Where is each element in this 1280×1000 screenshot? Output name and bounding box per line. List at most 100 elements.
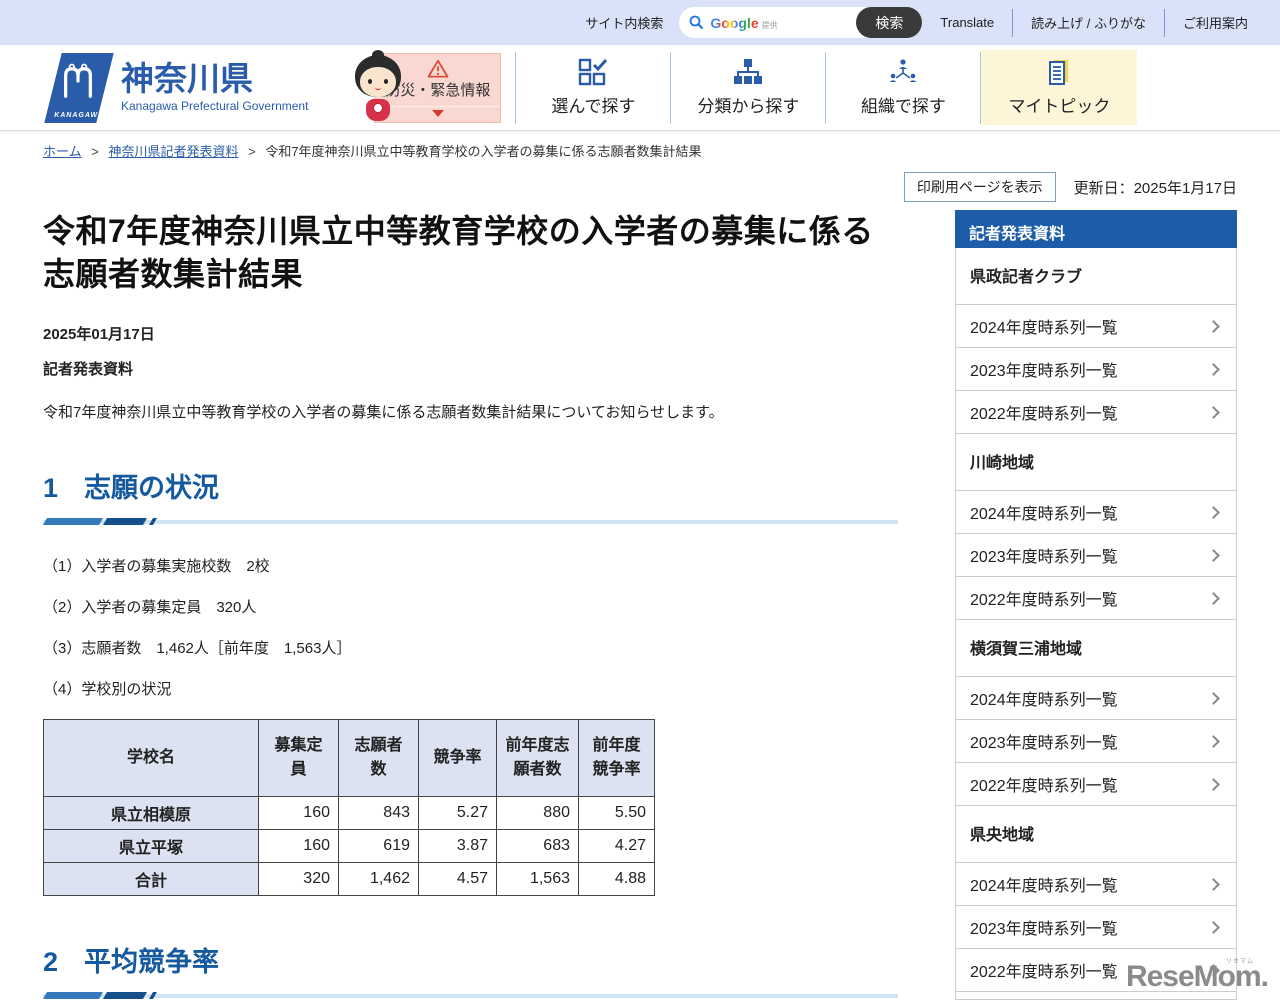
application-status-list: （1）入学者の募集実施校数 2校 （2）入学者の募集定員 320人 （3）志願者… (43, 555, 898, 699)
list-item: （2）入学者の募集定員 320人 (43, 599, 257, 617)
chevron-right-icon (1207, 877, 1220, 891)
sidebar-item-2024[interactable]: 2024年度時系列一覧 (956, 491, 1236, 534)
article: 令和7年度神奈川県立中等教育学校の入学者の募集に係る志願者数集計結果 2025年… (43, 210, 898, 1000)
search-submit-button[interactable]: 検索 (856, 7, 923, 38)
site-guide-link[interactable]: ご利用案内 (1182, 16, 1248, 31)
school-applicants-table: 学校名 募集定員 志願者数 競争率 前年度志願者数 前年度競争率 県立相模原 1… (43, 719, 655, 897)
sidebar-item-2024[interactable]: 2024年度時系列一覧 (956, 863, 1236, 906)
sidebar-list: 県政記者クラブ 2024年度時系列一覧 2023年度時系列一覧 2022年度時系… (955, 248, 1237, 1000)
table-cell: 1,563 (496, 862, 579, 897)
sidebar-group-yokosuka-miura: 横須賀三浦地域 (956, 620, 1236, 677)
page-title: 令和7年度神奈川県立中等教育学校の入学者の募集に係る志願者数集計結果 (43, 213, 874, 293)
sidebar-item-label: 2024年度時系列一覧 (970, 320, 1118, 337)
section-divider (43, 992, 898, 1000)
site-header: KANAGAWA 神奈川県 Kanagawa Prefectural Gover… (0, 45, 1280, 131)
sidebar-item-2022[interactable]: 2022年度時系列一覧 (956, 949, 1236, 992)
kanagawa-mark-label: KANAGAWA (54, 111, 104, 119)
press-release-label: 記者発表資料 (43, 361, 134, 379)
chevron-right-icon (1207, 405, 1220, 419)
sidebar-item-2022[interactable]: 2022年度時系列一覧 (956, 391, 1236, 434)
table-header: 志願者数 (338, 719, 419, 798)
table-cell: 4.57 (418, 862, 497, 897)
sidebar-item-partial (956, 992, 1236, 999)
breadcrumb-separator: > (248, 144, 256, 159)
school-name-cell: 県立平塚 (43, 829, 259, 864)
page-meta-row: 印刷用ページを表示 更新日：2025年1月17日 (0, 172, 1280, 202)
sidebar-item-label: 2022年度時系列一覧 (970, 778, 1118, 795)
sidebar-header: 記者発表資料 (955, 210, 1237, 248)
nav-category-search[interactable]: 分類から探す (671, 50, 825, 125)
table-header: 募集定員 (258, 719, 339, 798)
kanagawa-logo-link[interactable]: KANAGAWA 神奈川県 Kanagawa Prefectural Gover… (44, 52, 309, 123)
document-icon (1049, 60, 1069, 85)
sidebar-item-label: 2024年度時系列一覧 (970, 878, 1118, 895)
table-cell: 160 (258, 829, 339, 864)
nav-organization-search[interactable]: 組織で探す (826, 50, 980, 125)
sidebar-item-2023[interactable]: 2023年度時系列一覧 (956, 906, 1236, 949)
top-utility-bar: サイト内検索 Google 提供 検索 Translate 読み上げ / ふりが… (0, 0, 1280, 45)
chevron-right-icon (1207, 319, 1220, 333)
table-cell: 5.27 (418, 796, 497, 831)
chevron-right-icon (1207, 505, 1220, 519)
chevron-right-icon (1207, 362, 1220, 376)
header-nav: 選んで探す 分類から探す (515, 50, 1138, 125)
nav-organization-search-label: 組織で探す (860, 97, 946, 116)
category-tree-icon (734, 59, 763, 84)
sidebar-item-2022[interactable]: 2022年度時系列一覧 (956, 763, 1236, 806)
section2-heading: 2 平均競争率 (43, 940, 898, 979)
resemom-watermark: リセマム ReseMom. (1126, 959, 1269, 994)
topbar-divider (1012, 8, 1014, 37)
site-search-label: サイト内検索 (585, 16, 664, 31)
translate-link[interactable]: Translate (940, 15, 995, 30)
sidebar-item-label: 2024年度時系列一覧 (970, 506, 1118, 523)
readaloud-furigana-link[interactable]: 読み上げ / ふりがな (1031, 16, 1146, 31)
nav-choose-search[interactable]: 選んで探す (516, 50, 670, 125)
search-icon (690, 15, 704, 30)
table-header: 学校名 (43, 719, 259, 798)
sidebar-group-kenpolitics: 県政記者クラブ (956, 248, 1236, 305)
watermark-ruby: リセマム (1225, 959, 1254, 965)
sidebar-item-2023[interactable]: 2023年度時系列一覧 (956, 348, 1236, 391)
checkbox-grid-icon (579, 58, 608, 86)
table-row: 県立平塚 160 619 3.87 683 4.27 (43, 829, 655, 864)
section1-title: 志願の状況 (84, 473, 220, 504)
site-title-english: Kanagawa Prefectural Government (121, 98, 309, 113)
sidebar-item-2023[interactable]: 2023年度時系列一覧 (956, 534, 1236, 577)
section2-title: 平均競争率 (84, 947, 220, 978)
list-item: （1）入学者の募集実施校数 2校 (43, 558, 270, 576)
nav-my-topic-label: マイトピック (1008, 97, 1111, 116)
section1-number: 1 (43, 473, 59, 504)
section1-heading: 1 志願の状況 (43, 466, 898, 505)
table-cell: 880 (496, 796, 579, 831)
sidebar-item-label: 2022年度時系列一覧 (970, 592, 1118, 609)
nav-my-topic[interactable]: マイトピック (981, 50, 1138, 125)
search-input[interactable]: Google 提供 (710, 15, 777, 31)
chevron-right-icon (1207, 734, 1220, 748)
chevron-right-icon (1207, 548, 1220, 562)
table-cell: 3.87 (418, 829, 497, 864)
table-cell: 320 (258, 862, 339, 897)
sidebar-item-2024[interactable]: 2024年度時系列一覧 (956, 305, 1236, 348)
google-provider-note: 提供 (761, 20, 778, 30)
table-cell: 160 (258, 796, 339, 831)
sidebar-item-2022[interactable]: 2022年度時系列一覧 (956, 577, 1236, 620)
nav-divider (980, 51, 982, 124)
breadcrumb-home-link[interactable]: ホーム (43, 144, 82, 159)
chevron-right-icon (1207, 691, 1220, 705)
nav-divider (825, 51, 827, 124)
emergency-info-label: 防災・緊急情報 (385, 81, 491, 99)
breadcrumb-pressrelease-link[interactable]: 神奈川県記者発表資料 (108, 144, 239, 159)
site-title: 神奈川県 (121, 60, 253, 98)
table-header: 競争率 (418, 719, 497, 798)
warning-icon (427, 59, 449, 78)
table-cell: 4.88 (578, 862, 655, 897)
sidebar-item-2023[interactable]: 2023年度時系列一覧 (956, 720, 1236, 763)
print-page-button[interactable]: 印刷用ページを表示 (903, 172, 1056, 202)
total-row-label: 合計 (43, 862, 259, 897)
publish-date: 2025年01月17日 (43, 326, 155, 344)
section2-number: 2 (43, 947, 59, 978)
sidebar-item-2024[interactable]: 2024年度時系列一覧 (956, 677, 1236, 720)
lead-paragraph: 令和7年度神奈川県立中等教育学校の入学者の募集に係る志願者数集計結果についてお知… (43, 404, 724, 422)
breadcrumb: ホーム > 神奈川県記者発表資料 > 令和7年度神奈川県立中等教育学校の入学者の… (0, 131, 1280, 168)
